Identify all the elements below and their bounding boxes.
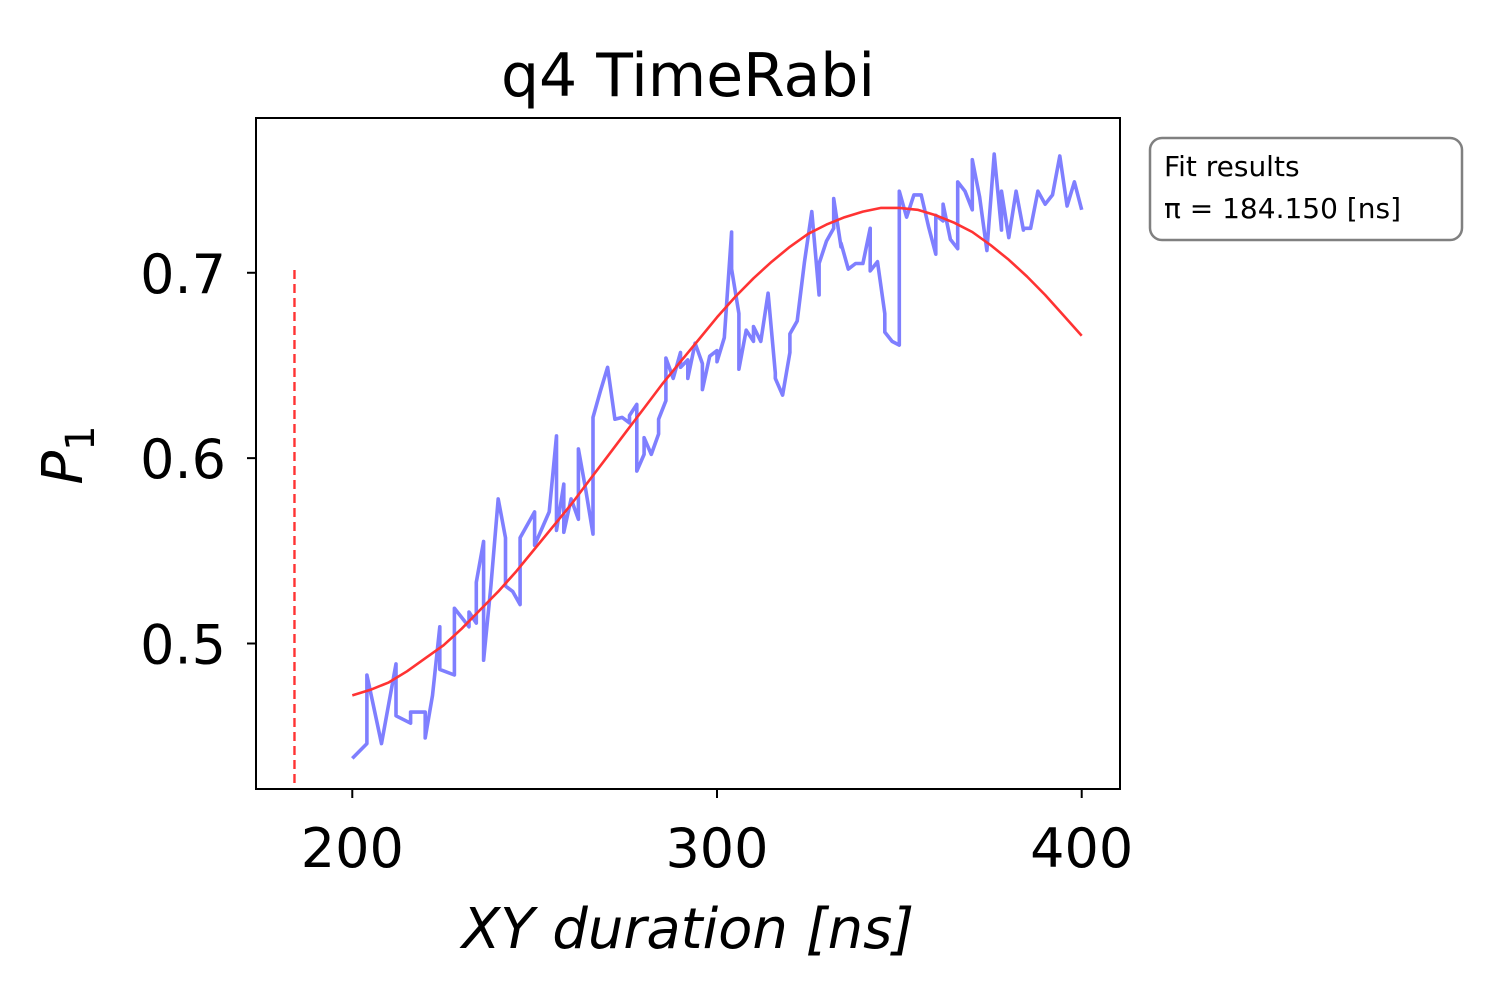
- fit-results-box: Fit results π = 184.150 [ns]: [1148, 136, 1464, 242]
- plot-area: [293, 152, 1084, 789]
- x-axis-label: XY duration [ns]: [459, 897, 914, 962]
- y-axis-label: P1: [31, 425, 104, 484]
- y-tick-label: 0.6: [140, 428, 226, 491]
- fit-curve-line: [351, 206, 1083, 697]
- y-tick-label: 0.5: [140, 613, 226, 676]
- y-axis-label-group: P1: [31, 425, 104, 484]
- fit-results-frame: [1148, 136, 1464, 242]
- x-tick-label: 400: [1030, 817, 1133, 880]
- x-tick-label: 200: [301, 817, 404, 880]
- y-axis: 0.5 0.6 0.7: [140, 243, 256, 676]
- x-tick-label: 300: [665, 817, 768, 880]
- y-tick-label: 0.7: [140, 243, 226, 306]
- fit-results-title: Fit results: [1164, 150, 1300, 183]
- plot-frame: [255, 117, 1121, 790]
- y-axis-label-base: P: [31, 451, 96, 485]
- x-axis: 200 300 400: [301, 789, 1133, 880]
- chart-title: q4 TimeRabi: [501, 41, 875, 111]
- fit-results-pi: π = 184.150 [ns]: [1164, 192, 1401, 225]
- data-series-line: [351, 152, 1084, 760]
- y-axis-label-subscript: 1: [58, 425, 104, 450]
